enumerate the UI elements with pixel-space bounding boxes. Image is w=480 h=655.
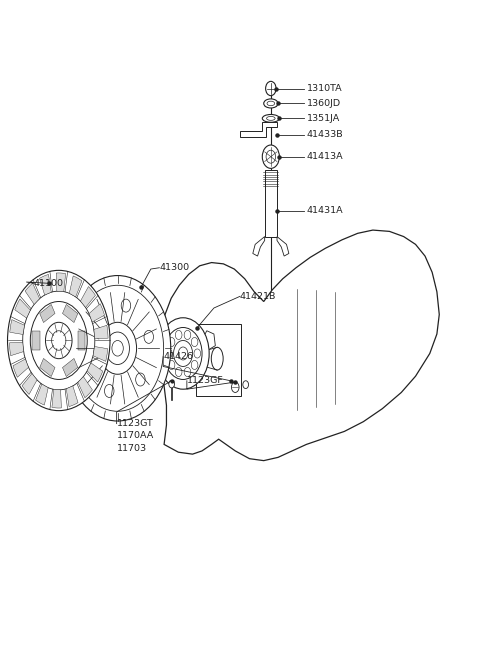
Ellipse shape bbox=[266, 117, 275, 121]
Circle shape bbox=[266, 150, 276, 163]
Circle shape bbox=[105, 384, 114, 398]
Polygon shape bbox=[22, 373, 37, 394]
Polygon shape bbox=[10, 320, 24, 335]
Ellipse shape bbox=[211, 347, 223, 370]
Text: 41100: 41100 bbox=[34, 279, 64, 288]
Circle shape bbox=[72, 286, 164, 411]
Polygon shape bbox=[62, 305, 78, 322]
Text: 41413A: 41413A bbox=[306, 152, 343, 161]
Circle shape bbox=[168, 360, 175, 369]
Ellipse shape bbox=[267, 101, 275, 105]
Circle shape bbox=[191, 337, 198, 346]
Polygon shape bbox=[94, 326, 108, 339]
Polygon shape bbox=[264, 170, 277, 236]
Ellipse shape bbox=[199, 352, 205, 365]
Ellipse shape bbox=[262, 115, 279, 122]
Circle shape bbox=[191, 360, 198, 369]
Polygon shape bbox=[66, 386, 78, 407]
Polygon shape bbox=[160, 230, 439, 460]
Circle shape bbox=[8, 271, 110, 411]
Circle shape bbox=[265, 81, 276, 96]
Polygon shape bbox=[89, 304, 105, 322]
Polygon shape bbox=[36, 384, 48, 405]
Polygon shape bbox=[13, 359, 28, 377]
Polygon shape bbox=[15, 299, 30, 318]
Text: 1170AA: 1170AA bbox=[117, 432, 154, 440]
Circle shape bbox=[175, 367, 182, 377]
Polygon shape bbox=[52, 389, 61, 408]
Circle shape bbox=[82, 353, 91, 366]
Ellipse shape bbox=[264, 99, 278, 108]
Polygon shape bbox=[62, 358, 78, 377]
Polygon shape bbox=[40, 305, 55, 322]
Polygon shape bbox=[253, 236, 264, 256]
Circle shape bbox=[98, 322, 137, 374]
Circle shape bbox=[168, 337, 175, 346]
Circle shape bbox=[52, 331, 66, 350]
Circle shape bbox=[231, 382, 239, 392]
Polygon shape bbox=[81, 286, 96, 307]
Polygon shape bbox=[277, 236, 289, 256]
Circle shape bbox=[184, 330, 191, 339]
Circle shape bbox=[90, 310, 99, 324]
Polygon shape bbox=[56, 273, 66, 291]
Circle shape bbox=[169, 380, 175, 388]
Circle shape bbox=[136, 373, 145, 386]
Polygon shape bbox=[87, 363, 103, 382]
Circle shape bbox=[184, 367, 191, 377]
Polygon shape bbox=[196, 324, 241, 396]
Text: 41431A: 41431A bbox=[306, 206, 343, 215]
Polygon shape bbox=[201, 331, 216, 350]
Circle shape bbox=[262, 145, 279, 168]
Circle shape bbox=[194, 349, 201, 358]
Circle shape bbox=[243, 381, 249, 388]
Circle shape bbox=[23, 291, 95, 390]
Polygon shape bbox=[32, 331, 40, 350]
Circle shape bbox=[179, 347, 188, 360]
Circle shape bbox=[164, 328, 202, 379]
Polygon shape bbox=[78, 377, 93, 398]
Polygon shape bbox=[39, 274, 51, 295]
Circle shape bbox=[174, 341, 192, 366]
Circle shape bbox=[64, 276, 171, 421]
Polygon shape bbox=[10, 342, 24, 356]
Circle shape bbox=[121, 299, 131, 312]
Text: 41433B: 41433B bbox=[306, 130, 343, 139]
Circle shape bbox=[157, 318, 209, 389]
Text: 41426: 41426 bbox=[163, 352, 193, 361]
Circle shape bbox=[144, 330, 154, 343]
Text: 1123GT: 1123GT bbox=[117, 419, 154, 428]
Polygon shape bbox=[25, 283, 40, 305]
Circle shape bbox=[112, 341, 123, 356]
Text: 11703: 11703 bbox=[117, 444, 147, 453]
Circle shape bbox=[106, 332, 130, 365]
Polygon shape bbox=[93, 346, 108, 362]
Text: 1360JD: 1360JD bbox=[306, 99, 340, 108]
Text: 1351JA: 1351JA bbox=[306, 114, 340, 123]
Polygon shape bbox=[40, 358, 55, 377]
Text: 1123GF: 1123GF bbox=[187, 376, 224, 385]
Circle shape bbox=[46, 322, 72, 359]
Circle shape bbox=[166, 349, 172, 358]
Text: 41421B: 41421B bbox=[240, 292, 276, 301]
Polygon shape bbox=[78, 331, 85, 350]
Circle shape bbox=[175, 330, 182, 339]
Text: 1310TA: 1310TA bbox=[306, 84, 342, 93]
Polygon shape bbox=[69, 276, 82, 297]
Circle shape bbox=[30, 301, 87, 379]
Polygon shape bbox=[240, 122, 276, 136]
Text: 41300: 41300 bbox=[159, 263, 190, 272]
